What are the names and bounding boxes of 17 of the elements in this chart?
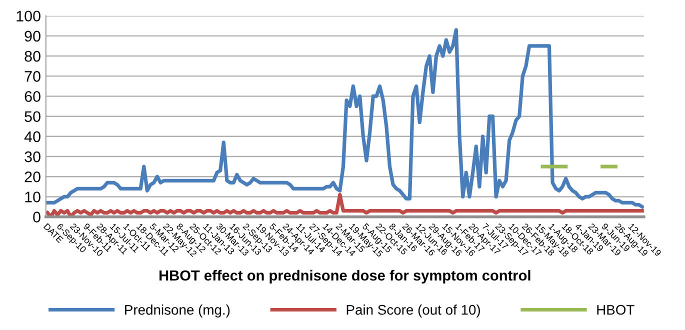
x-axis-title: HBOT effect on prednisone dose for symptom control — [160, 270, 530, 284]
legend-label: Pain Score (out of 10) — [346, 304, 480, 318]
y-tick-label: 90 — [24, 30, 40, 42]
y-tick-label: 40 — [24, 131, 40, 142]
legend-label: Prednisone (mg.) — [125, 304, 230, 318]
y-tick-label: 70 — [24, 71, 40, 82]
y-tick-label: 10 — [25, 192, 40, 202]
y-tick-label: 80 — [24, 50, 40, 62]
legend-label: HBOT — [597, 304, 634, 315]
y-tick-label: 30 — [24, 151, 40, 162]
y-tick-label: 60 — [24, 91, 40, 102]
line-series — [46, 28, 644, 209]
line-series — [46, 192, 644, 217]
y-tick-label: 50 — [24, 111, 40, 122]
y-tick-label: 100 — [16, 10, 40, 22]
y-tick-label: 20 — [24, 171, 40, 182]
y-tick-label: 0 — [33, 212, 40, 222]
